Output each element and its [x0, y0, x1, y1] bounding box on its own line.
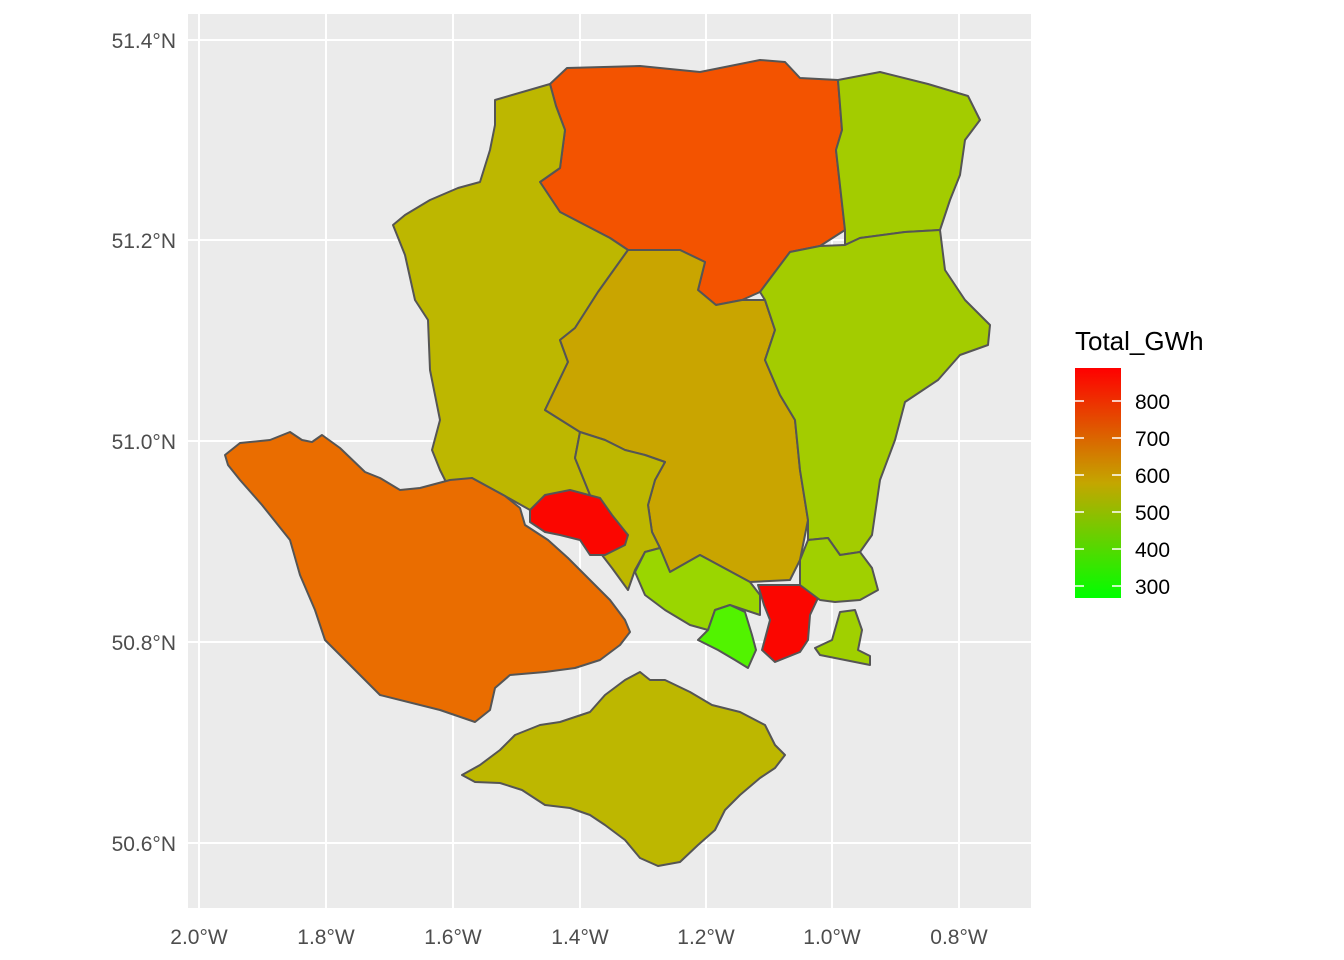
y-tick-label-1: 51.4°N [112, 30, 176, 53]
legend-colorbar [1075, 368, 1121, 598]
y-tick-label-5: 50.6°N [112, 833, 176, 856]
x-tick-label-6: 1.0°W [803, 926, 861, 949]
legend-label-800: 800 [1135, 391, 1170, 414]
legend-label-500: 500 [1135, 502, 1170, 525]
regions [224, 59, 991, 867]
region-hayling-island [814, 609, 871, 666]
region-northeast [835, 71, 981, 246]
x-tick-label-2: 1.8°W [297, 926, 355, 949]
region-havant [799, 537, 879, 603]
legend: Total_GWh 800 700 600 500 400 300 [1075, 326, 1204, 599]
x-tick-label-7: 0.8°W [930, 926, 988, 949]
legend-label-700: 700 [1135, 428, 1170, 451]
region-gosport [697, 604, 757, 669]
region-southwest [224, 431, 631, 723]
x-tick-label-1: 2.0°W [170, 926, 228, 949]
legend-title: Total_GWh [1075, 326, 1204, 356]
y-axis: 51.4°N 51.2°N 51.0°N 50.8°N 50.6°N [112, 30, 176, 856]
legend-label-400: 400 [1135, 539, 1170, 562]
legend-ticks [1075, 400, 1121, 587]
y-tick-label-3: 51.0°N [112, 431, 176, 454]
x-tick-label-3: 1.6°W [424, 926, 482, 949]
x-tick-label-5: 1.2°W [677, 926, 735, 949]
legend-label-300: 300 [1135, 576, 1170, 599]
legend-label-600: 600 [1135, 465, 1170, 488]
y-tick-label-4: 50.8°N [112, 632, 176, 655]
y-tick-label-2: 51.2°N [112, 230, 176, 253]
region-isle-of-wight [461, 671, 786, 867]
region-southampton [529, 489, 629, 556]
x-axis: 2.0°W 1.8°W 1.6°W 1.4°W 1.2°W 1.0°W 0.8°… [170, 926, 988, 949]
x-tick-label-4: 1.4°W [551, 926, 609, 949]
